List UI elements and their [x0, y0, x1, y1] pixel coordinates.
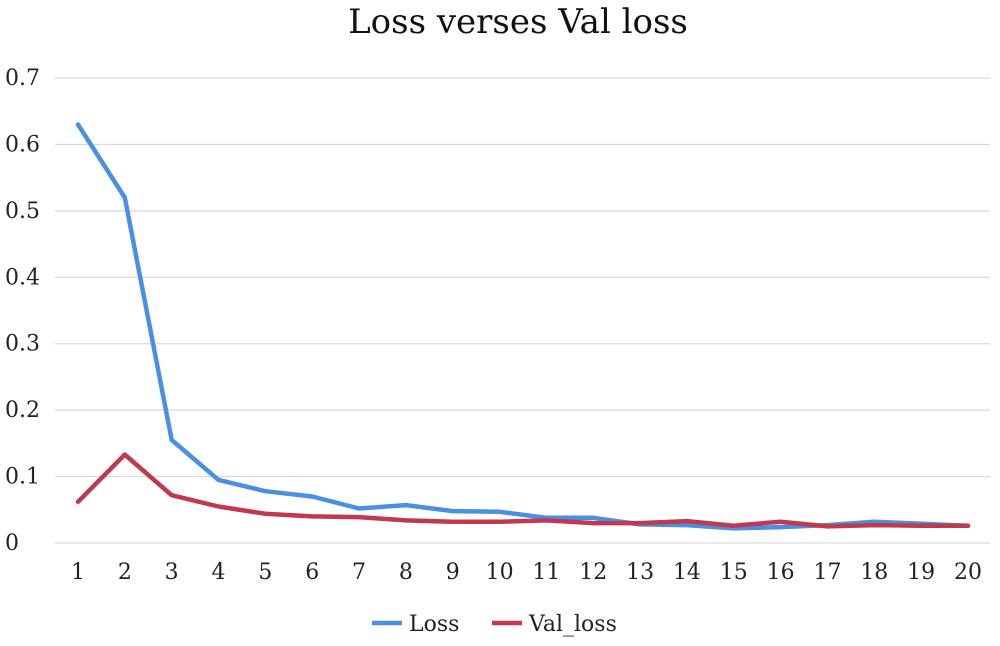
legend-label: Val_loss: [528, 612, 617, 637]
x-tick-label: 9: [446, 560, 460, 585]
y-tick-label: 0.4: [5, 265, 40, 290]
y-tick-label: 0.1: [5, 465, 40, 490]
x-axis-tick-labels: 1 2 3 4 5 6 7 8 9 10 11 12 13 14 15 16 17 18 19 20: [71, 560, 982, 585]
series-lines: [75, 122, 971, 531]
y-tick-label: 0.7: [5, 66, 40, 91]
chart-title: Loss verses Val loss: [348, 2, 688, 42]
y-tick-label: 0: [5, 531, 19, 556]
x-tick-label: 4: [212, 560, 226, 585]
x-tick-label: 7: [352, 560, 366, 585]
x-tick-label: 16: [767, 560, 795, 585]
x-tick-label: 2: [118, 560, 132, 585]
series-line-val-loss: [75, 452, 971, 529]
legend: Loss Val_loss: [372, 612, 617, 637]
y-tick-label: 0.2: [5, 398, 40, 423]
legend-label: Loss: [409, 612, 459, 637]
x-tick-label: 6: [305, 560, 319, 585]
x-tick-label: 8: [399, 560, 413, 585]
x-tick-label: 10: [486, 560, 514, 585]
y-tick-label: 0.5: [5, 199, 40, 224]
series-line-loss: [75, 122, 971, 531]
x-tick-label: 19: [907, 560, 935, 585]
y-tick-label: 0.3: [5, 332, 40, 357]
x-tick-label: 11: [532, 560, 560, 585]
x-tick-label: 1: [71, 560, 85, 585]
y-tick-label: 0.6: [5, 132, 40, 157]
x-tick-label: 20: [954, 560, 982, 585]
x-tick-label: 14: [673, 560, 701, 585]
grid-lines: [55, 77, 990, 544]
x-tick-label: 12: [579, 560, 607, 585]
x-tick-label: 17: [813, 560, 841, 585]
x-tick-label: 18: [860, 560, 888, 585]
y-axis-tick-labels: 0 0.1 0.2 0.3 0.4 0.5 0.6 0.7: [5, 66, 40, 556]
x-tick-label: 3: [165, 560, 179, 585]
x-tick-label: 13: [626, 560, 654, 585]
x-tick-label: 5: [258, 560, 272, 585]
x-tick-label: 15: [720, 560, 748, 585]
